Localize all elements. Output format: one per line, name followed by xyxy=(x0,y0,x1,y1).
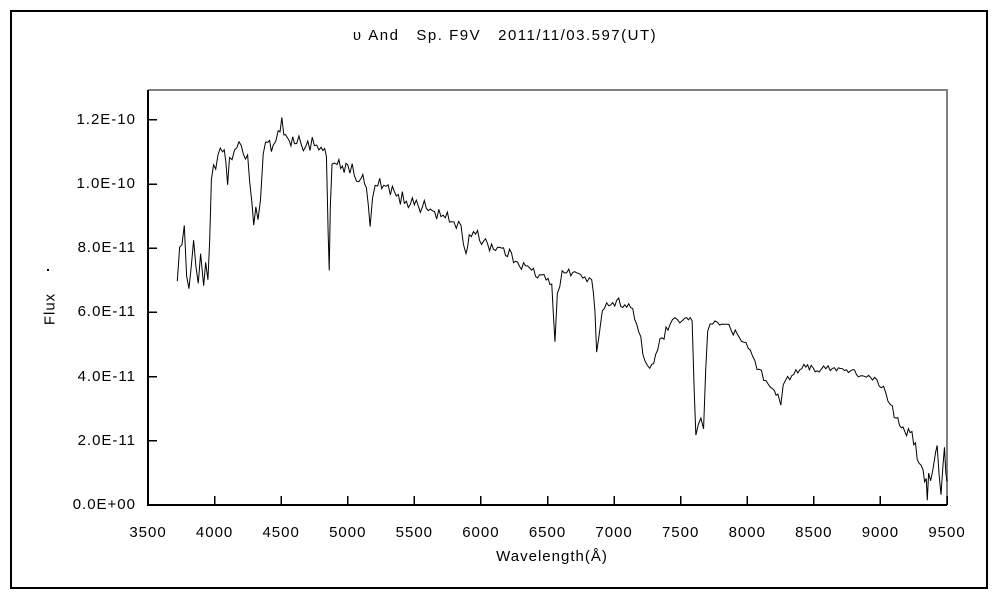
x-tick-label-6500: 6500 xyxy=(528,524,567,541)
plot-frame-topright xyxy=(148,89,948,505)
x-tick-label-7500: 7500 xyxy=(661,524,700,541)
x-tick-label-3500: 3500 xyxy=(129,524,167,541)
y-tick-label-2.0E-11: 2.0E-11 xyxy=(77,431,136,449)
x-tick-label-9000: 9000 xyxy=(861,524,900,541)
x-tick-label-8000: 8000 xyxy=(728,524,766,541)
x-tick-label-7000: 7000 xyxy=(595,524,633,541)
y-tick-label-6.0E-11: 6.0E-11 xyxy=(77,303,136,321)
x-tick-label-5500: 5500 xyxy=(395,524,434,541)
chart-title: υ And Sp. F9V 2011/11/03.597(UT) xyxy=(352,27,658,44)
axis-ticks xyxy=(147,119,948,506)
y-tick-label-0.0E+00: 0.0E+00 xyxy=(72,496,136,513)
y-tick-label-4.0E-11: 4.0E-11 xyxy=(77,367,136,385)
x-tick-label-4500: 4500 xyxy=(262,524,300,541)
flux-label-dot xyxy=(47,269,49,271)
x-tick-label-5000: 5000 xyxy=(329,524,367,541)
x-tick-label-9500: 9500 xyxy=(928,524,966,541)
y-tick-label-1.0E-10: 1.0E-10 xyxy=(76,175,136,192)
spectrum-line xyxy=(176,117,948,501)
y-tick-label-1.2E-10: 1.2E-10 xyxy=(76,110,136,128)
plot-axes xyxy=(147,90,947,506)
figure-border xyxy=(10,10,988,589)
y-tick-label-8.0E-11: 8.0E-11 xyxy=(77,239,136,257)
x-axis-title: Wavelength(Å) xyxy=(496,548,608,565)
x-tick-label-4000: 4000 xyxy=(195,524,234,541)
y-axis-title: Flux xyxy=(41,292,59,326)
x-tick-label-8500: 8500 xyxy=(795,524,833,541)
x-tick-label-6000: 6000 xyxy=(462,524,500,541)
